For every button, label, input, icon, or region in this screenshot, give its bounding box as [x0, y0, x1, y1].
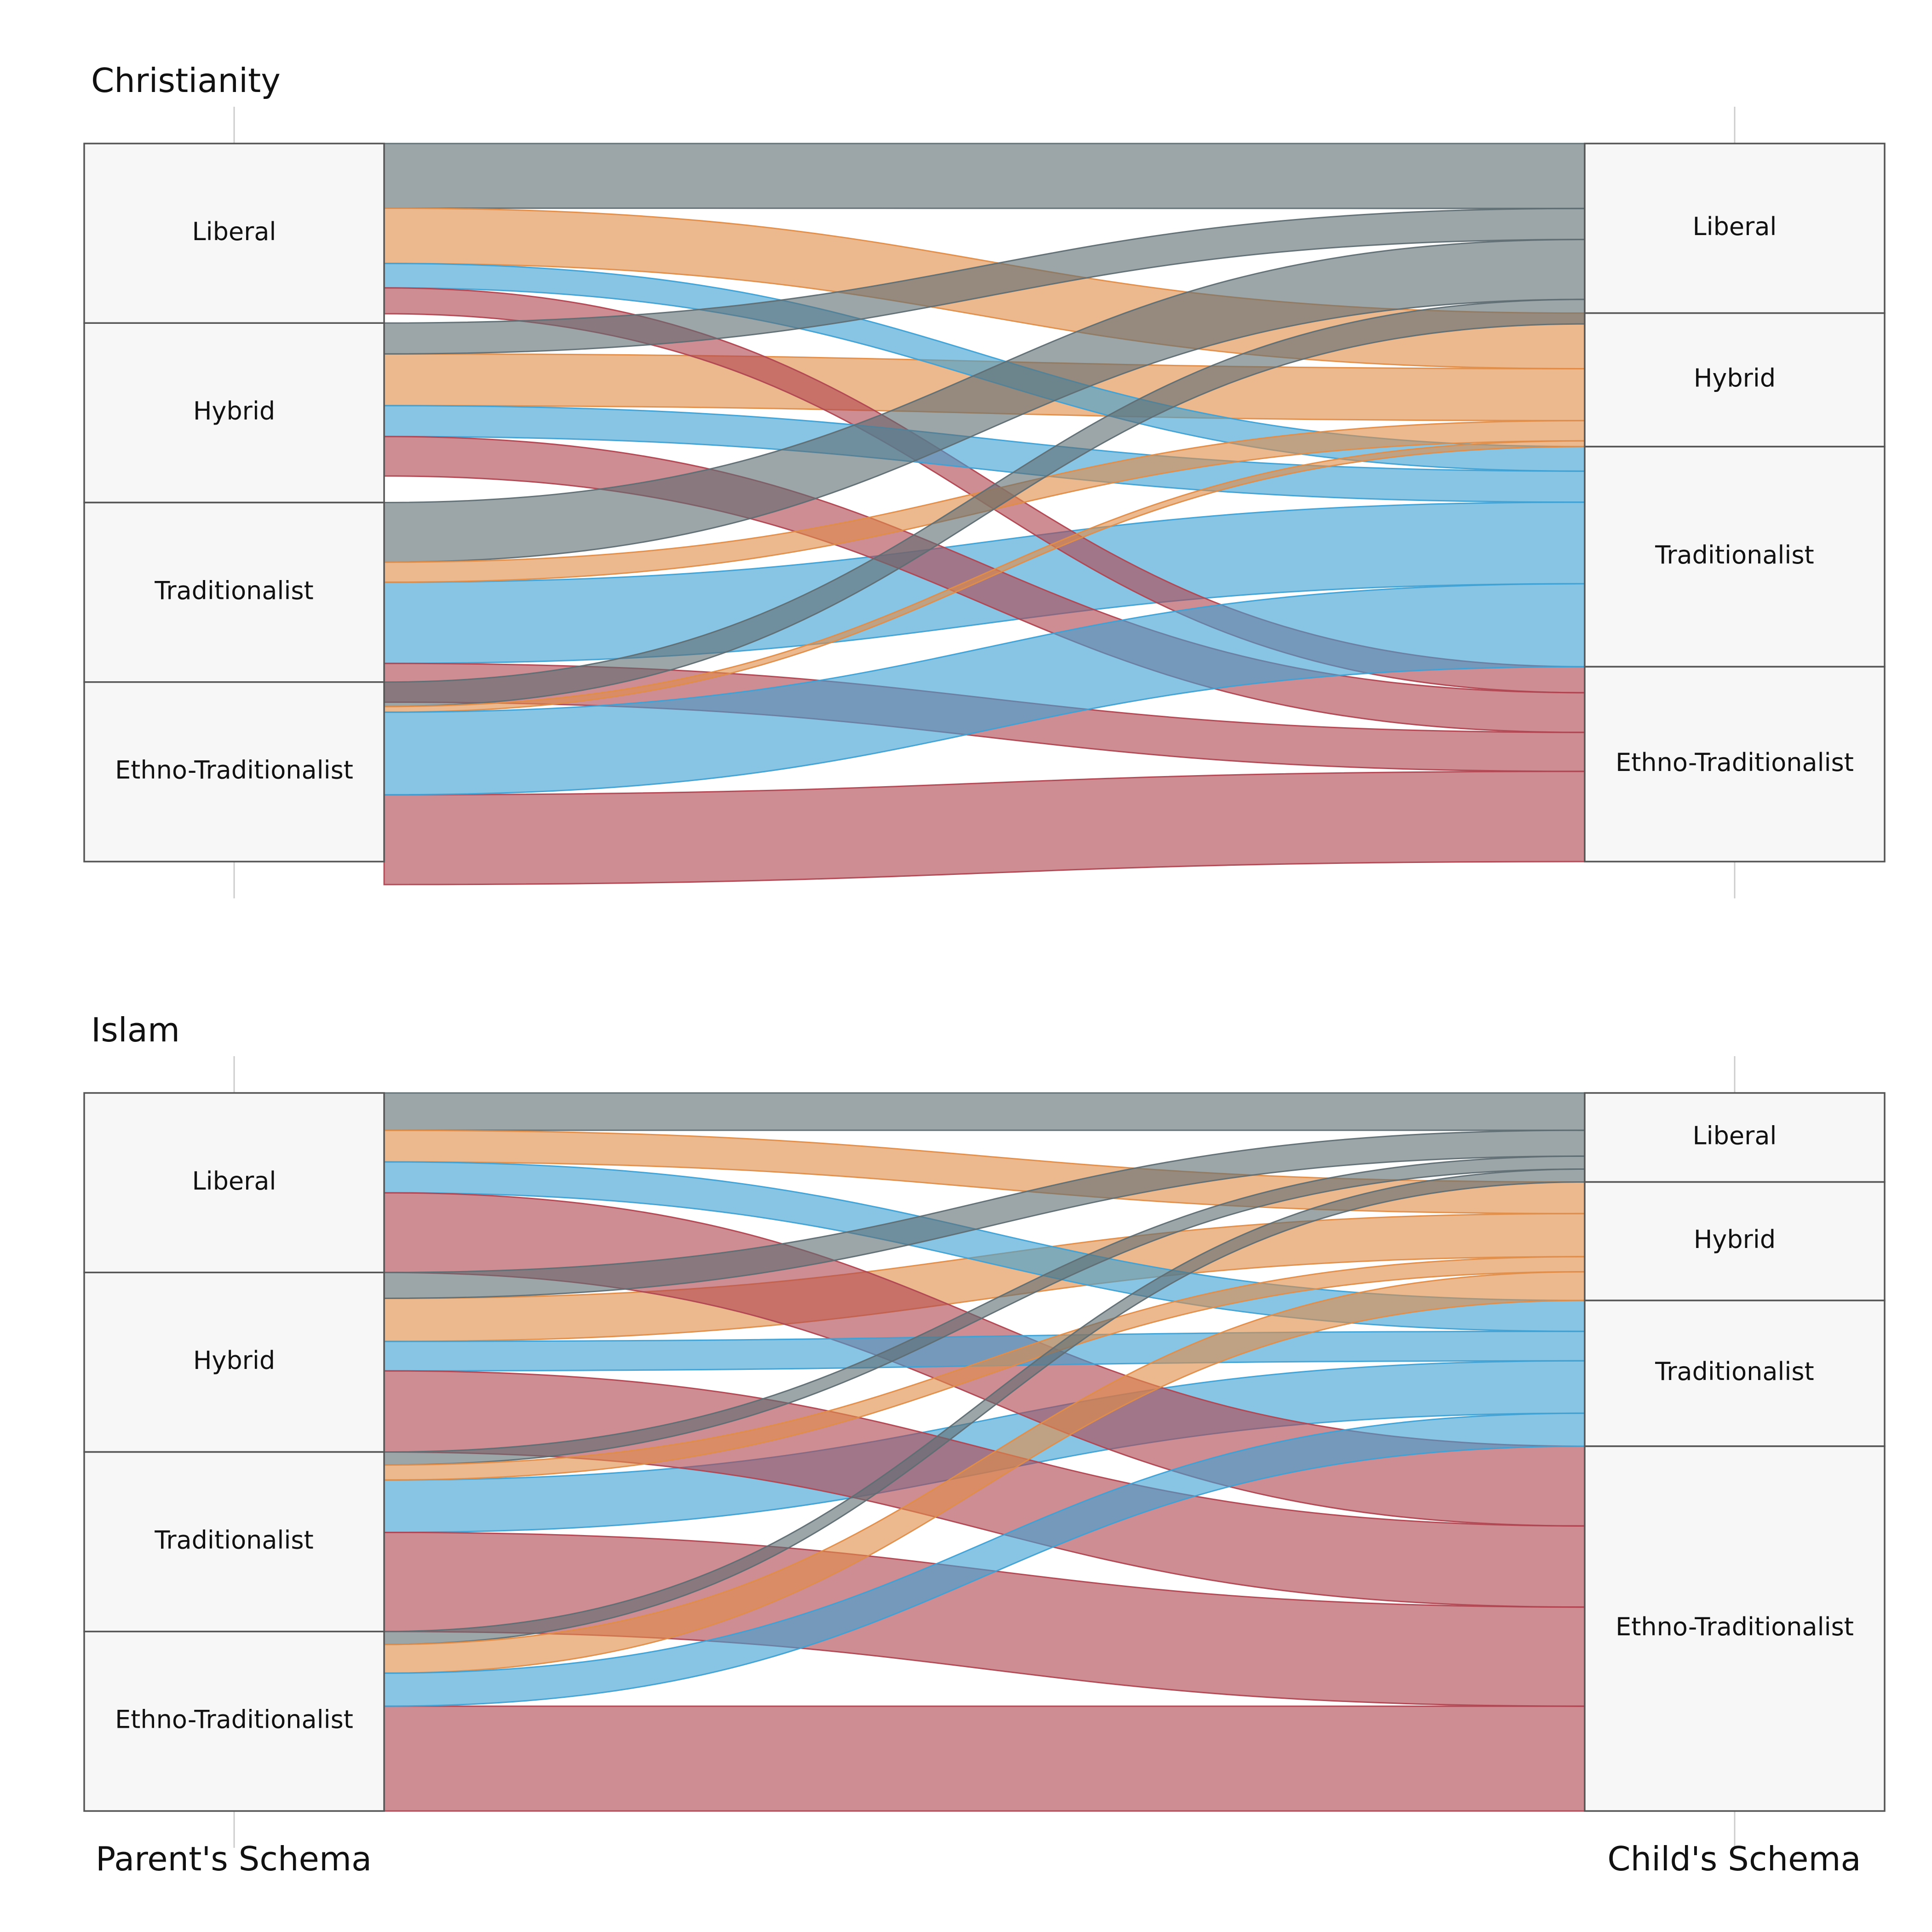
child-node-label: Hybrid — [1694, 363, 1776, 392]
parent-node-label: Ethno-Traditionalist — [115, 756, 353, 785]
child-node-traditionalist — [1584, 1300, 1886, 1447]
child-node-liberal — [1584, 143, 1886, 314]
parent-node-label: Hybrid — [193, 397, 275, 426]
parent-node-ethno-traditionalist — [83, 681, 385, 862]
parent-node-hybrid — [83, 322, 385, 504]
child-node-label: Liberal — [1693, 1121, 1777, 1150]
nodes: Liberal Hybrid Traditionalist Ethno-Traditi… — [83, 1092, 1886, 1812]
flow-ethno-traditionalist-to-ethno-traditionalist — [383, 1705, 1586, 1812]
child-node-label: Ethno-Traditionalist — [1616, 748, 1854, 777]
christianity-panel: Christianity Liberal Hybrid Traditionalist E… — [83, 61, 1886, 898]
flows — [383, 1092, 1586, 1812]
parent-node-label: Liberal — [192, 217, 276, 246]
child-node-hybrid — [1584, 1181, 1886, 1301]
parent-node-label: Liberal — [192, 1167, 276, 1196]
child-node-label: Traditionalist — [1655, 540, 1814, 569]
x-axis-label-right: Child's Schema — [1607, 1840, 1861, 1878]
parent-node-traditionalist — [83, 501, 385, 683]
flows — [383, 143, 1586, 886]
parent-node-label: Traditionalist — [154, 1525, 313, 1554]
child-node-label: Ethno-Traditionalist — [1616, 1612, 1854, 1641]
panel-title: Islam — [91, 1011, 180, 1049]
flow-liberal-to-liberal — [383, 1092, 1586, 1131]
flow-liberal-to-liberal — [383, 143, 1586, 209]
parent-node-label: Ethno-Traditionalist — [115, 1705, 353, 1734]
child-node-label: Liberal — [1693, 212, 1777, 241]
islam-panel: Islam Liberal Hybrid Traditionalist Ethno-Tr… — [83, 1011, 1886, 1848]
parent-node-label: Hybrid — [193, 1346, 275, 1375]
parent-node-hybrid — [83, 1271, 385, 1453]
parent-node-liberal — [83, 143, 385, 324]
parent-node-traditionalist — [83, 1451, 385, 1633]
x-axis-label-left: Parent's Schema — [96, 1840, 372, 1878]
parent-node-ethno-traditionalist — [83, 1631, 385, 1812]
nodes: Liberal Hybrid Traditionalist Ethno-Traditi… — [83, 143, 1886, 862]
child-node-ethno-traditionalist — [1584, 666, 1886, 862]
child-node-label: Hybrid — [1694, 1225, 1776, 1254]
child-node-label: Traditionalist — [1655, 1357, 1814, 1386]
parent-node-label: Traditionalist — [154, 576, 313, 605]
child-node-traditionalist — [1584, 446, 1886, 668]
child-node-ethno-traditionalist — [1584, 1445, 1886, 1812]
child-node-hybrid — [1584, 312, 1886, 448]
child-node-liberal — [1584, 1092, 1886, 1183]
panel-title: Christianity — [91, 61, 281, 100]
parent-node-liberal — [83, 1092, 385, 1273]
